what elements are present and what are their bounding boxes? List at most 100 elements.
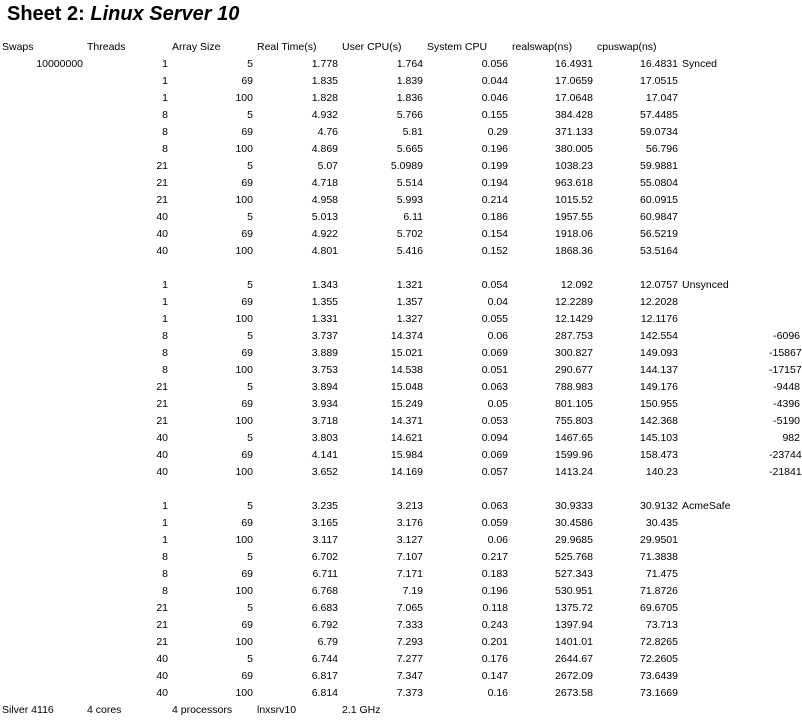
threads-cell: 1 xyxy=(162,278,168,291)
realswap-cell: 12.1429 xyxy=(555,312,593,325)
real-time-cell: 4.869 xyxy=(311,142,338,155)
extra-value-cell xyxy=(767,548,802,565)
footer-cell: 2.1 GHz xyxy=(342,703,381,716)
sheet-title-prefix: Sheet 2: xyxy=(7,3,85,25)
real-time-cell: 3.894 xyxy=(311,380,338,393)
system-cpu-cell: 0.055 xyxy=(481,312,508,325)
cpuswap-cell: 12.0757 xyxy=(640,278,678,291)
realswap-cell: 1401.01 xyxy=(555,635,593,648)
column-header: cpuswap(ns) xyxy=(597,40,657,53)
user-cpu-cell: 5.81 xyxy=(402,125,423,138)
swaps-cell xyxy=(0,565,85,582)
table-row: 8 100 6.768 7.19 0.196 530.951 71.8726 xyxy=(0,582,802,599)
swaps-cell xyxy=(0,157,85,174)
block-label-cell xyxy=(680,395,767,412)
threads-cell: 8 xyxy=(162,363,168,376)
empty-cell xyxy=(340,259,425,276)
threads-cell: 8 xyxy=(162,108,168,121)
empty-cell xyxy=(595,259,680,276)
threads-cell: 21 xyxy=(156,414,168,427)
realswap-cell: 755.803 xyxy=(555,414,593,427)
empty-cell xyxy=(680,701,767,718)
realswap-cell: 2673.58 xyxy=(555,686,593,699)
swaps-cell xyxy=(0,310,85,327)
swaps-cell xyxy=(0,548,85,565)
array-size-cell: 5 xyxy=(247,380,253,393)
block-label-cell xyxy=(680,650,767,667)
real-time-cell: 3.652 xyxy=(311,465,338,478)
table-row: 8 5 3.737 14.374 0.06 287.753 142.554 -6096 xyxy=(0,327,802,344)
block-label-cell xyxy=(680,106,767,123)
table-row: 1 5 3.235 3.213 0.063 30.9333 30.9132 AcmeSafe xyxy=(0,497,802,514)
system-cpu-cell: 0.063 xyxy=(481,380,508,393)
system-cpu-cell: 0.176 xyxy=(481,652,508,665)
swaps-cell xyxy=(0,174,85,191)
real-time-cell: 6.702 xyxy=(311,550,338,563)
user-cpu-cell: 1.321 xyxy=(396,278,423,291)
threads-cell: 8 xyxy=(162,550,168,563)
swaps-cell xyxy=(0,378,85,395)
system-cpu-cell: 0.155 xyxy=(481,108,508,121)
data-table: Swaps Threads Array Size Real Time(s) User C… xyxy=(0,38,802,718)
threads-cell: 21 xyxy=(156,635,168,648)
table-row: 21 69 6.792 7.333 0.243 1397.94 73.713 xyxy=(0,616,802,633)
cpuswap-cell: 71.8726 xyxy=(640,584,678,597)
real-time-cell: 4.922 xyxy=(311,227,338,240)
swaps-cell xyxy=(0,293,85,310)
block-label-cell xyxy=(680,174,767,191)
system-cpu-cell: 0.06 xyxy=(487,533,508,546)
user-cpu-cell: 1.357 xyxy=(396,295,423,308)
cpuswap-cell: 72.8265 xyxy=(640,635,678,648)
realswap-cell: 384.428 xyxy=(555,108,593,121)
array-size-cell: 69 xyxy=(241,397,253,410)
block-label-cell xyxy=(680,667,767,684)
empty-cell xyxy=(0,259,85,276)
empty-cell xyxy=(510,701,595,718)
threads-cell: 21 xyxy=(156,193,168,206)
array-size-cell: 69 xyxy=(241,567,253,580)
system-cpu-cell: 0.217 xyxy=(481,550,508,563)
empty-cell xyxy=(680,38,767,55)
threads-cell: 21 xyxy=(156,159,168,172)
array-size-cell: 69 xyxy=(241,125,253,138)
user-cpu-cell: 1.327 xyxy=(396,312,423,325)
block-label-cell xyxy=(680,565,767,582)
empty-cell xyxy=(425,480,510,497)
swaps-cell xyxy=(0,225,85,242)
block-label-cell xyxy=(680,72,767,89)
table-row: 21 100 3.718 14.371 0.053 755.803 142.368 -5190 xyxy=(0,412,802,429)
system-cpu-cell: 0.094 xyxy=(481,431,508,444)
column-header: Array Size xyxy=(172,40,221,53)
block-label-cell xyxy=(680,582,767,599)
empty-cell xyxy=(255,480,340,497)
threads-cell: 21 xyxy=(156,176,168,189)
real-time-cell: 4.718 xyxy=(311,176,338,189)
threads-cell: 8 xyxy=(162,567,168,580)
system-cpu-cell: 0.196 xyxy=(481,142,508,155)
block-label-cell: Synced xyxy=(682,57,718,70)
block-label-cell xyxy=(680,157,767,174)
block-label-cell xyxy=(680,293,767,310)
cpuswap-cell: 142.368 xyxy=(640,414,678,427)
cpuswap-cell: 59.0734 xyxy=(640,125,678,138)
table-row: 8 69 4.76 5.81 0.29 371.133 59.0734 xyxy=(0,123,802,140)
array-size-cell: 69 xyxy=(241,516,253,529)
user-cpu-cell: 1.839 xyxy=(396,74,423,87)
cpuswap-cell: 57.4485 xyxy=(640,108,678,121)
swaps-cell xyxy=(0,650,85,667)
table-row: 21 100 4.958 5.993 0.214 1015.52 60.0915 xyxy=(0,191,802,208)
threads-cell: 8 xyxy=(162,142,168,155)
empty-cell xyxy=(0,480,85,497)
array-size-cell: 100 xyxy=(235,465,253,478)
table-row: 1 69 1.355 1.357 0.04 12.2289 12.2028 xyxy=(0,293,802,310)
extra-value-cell xyxy=(767,174,802,191)
footer-cell: Silver 4116 xyxy=(2,703,54,716)
extra-value-cell xyxy=(767,208,802,225)
swaps-cell xyxy=(0,429,85,446)
swaps-cell xyxy=(0,599,85,616)
array-size-cell: 69 xyxy=(241,448,253,461)
table-row: 21 100 6.79 7.293 0.201 1401.01 72.8265 xyxy=(0,633,802,650)
cpuswap-cell: 144.137 xyxy=(640,363,678,376)
table-row: 40 5 5.013 6.11 0.186 1957.55 60.9847 xyxy=(0,208,802,225)
user-cpu-cell: 14.374 xyxy=(390,329,423,342)
